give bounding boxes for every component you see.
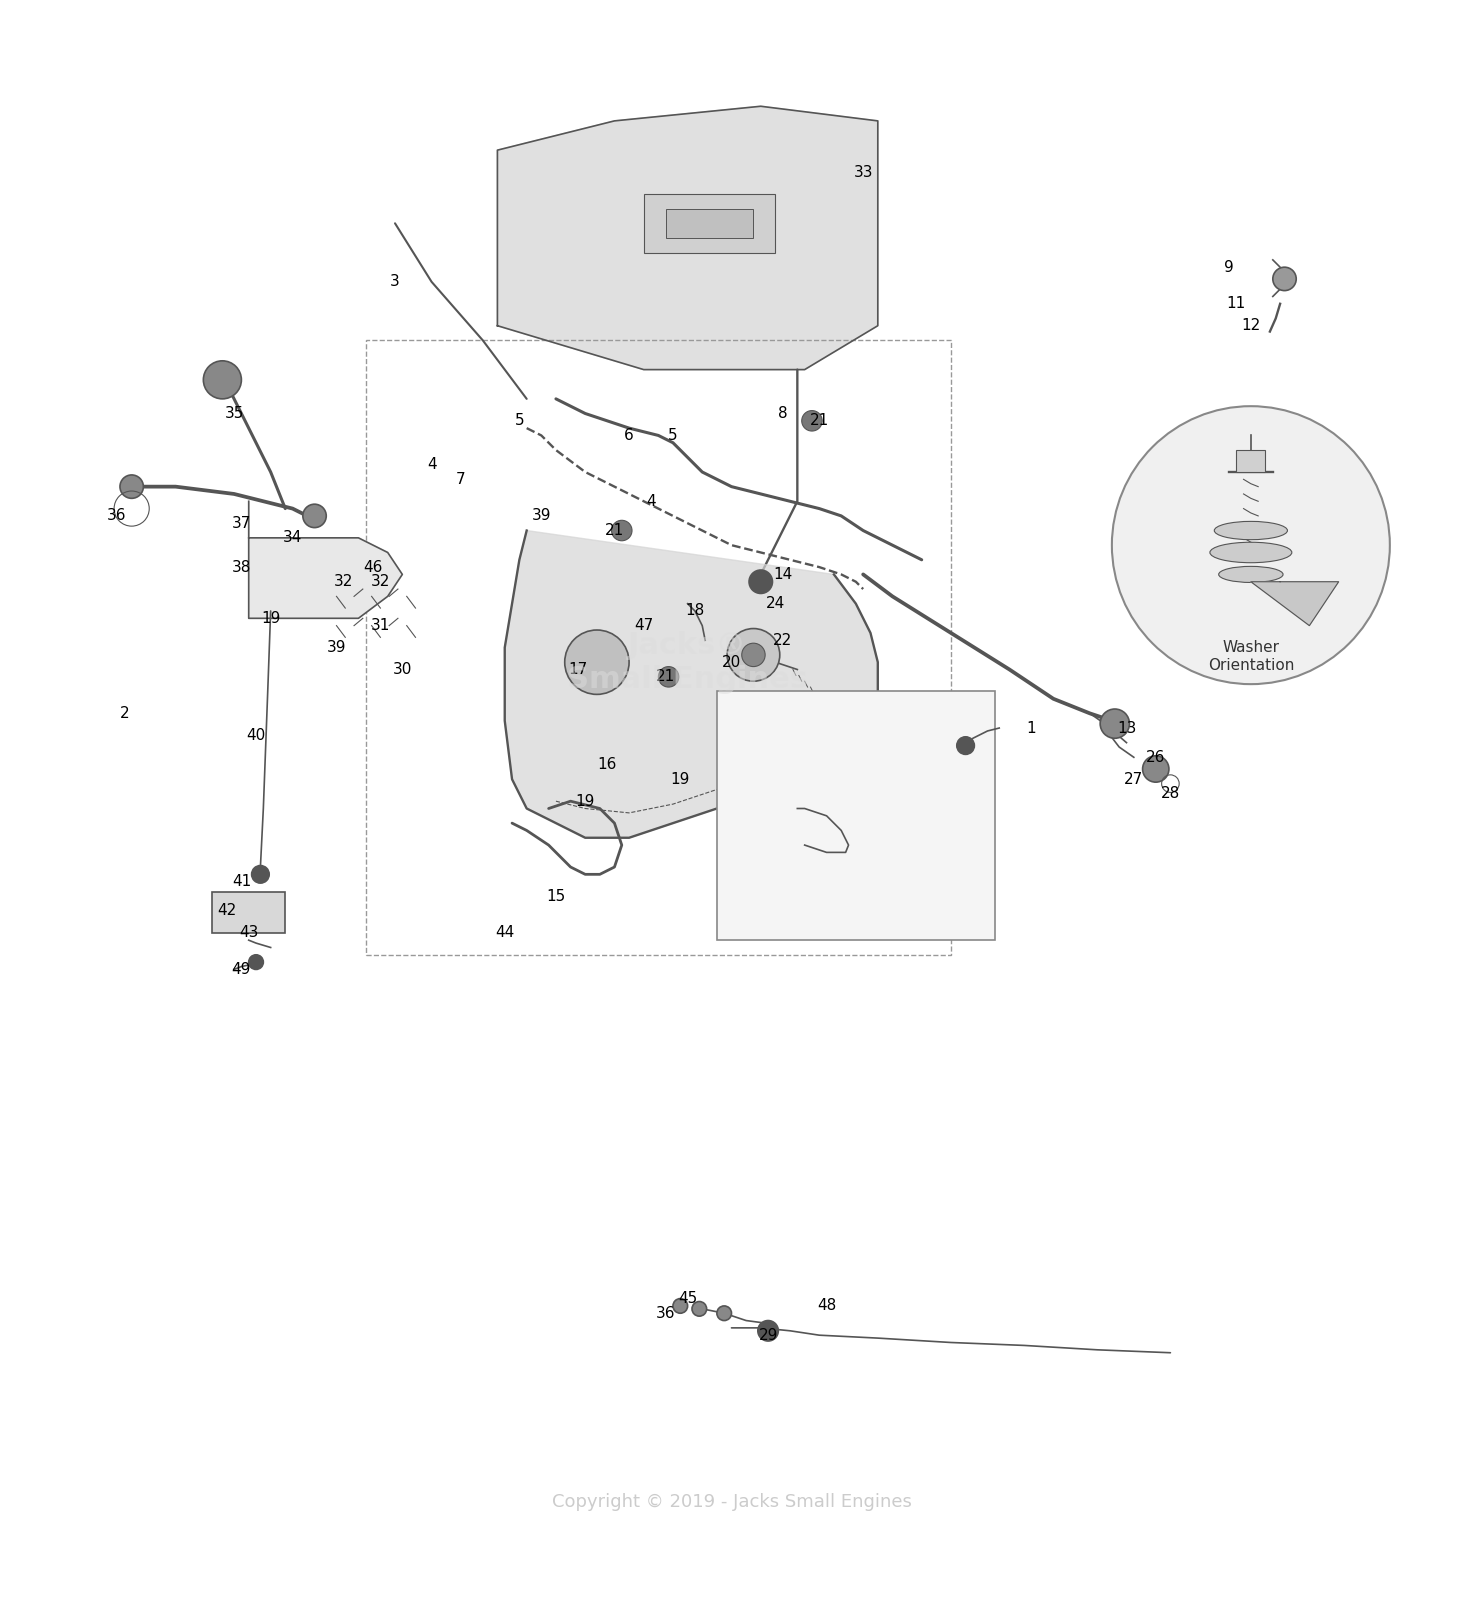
Text: 39: 39: [531, 508, 552, 524]
Bar: [366, 340, 951, 954]
Circle shape: [252, 865, 269, 883]
FancyBboxPatch shape: [212, 893, 285, 933]
Circle shape: [749, 571, 772, 593]
Text: 21: 21: [809, 414, 830, 429]
Text: 8: 8: [778, 406, 787, 420]
Polygon shape: [249, 501, 402, 618]
Circle shape: [717, 1307, 732, 1321]
Text: 1: 1: [1027, 721, 1036, 736]
Text: 5: 5: [669, 429, 677, 443]
Text: 36: 36: [107, 508, 127, 524]
Text: 3: 3: [391, 275, 399, 289]
Circle shape: [1273, 267, 1296, 291]
Polygon shape: [497, 107, 878, 370]
Circle shape: [203, 361, 241, 399]
Text: 14: 14: [772, 568, 793, 582]
Text: 23: 23: [816, 692, 837, 707]
Text: 16: 16: [597, 757, 617, 771]
Text: 30: 30: [392, 661, 413, 678]
Text: 19: 19: [575, 794, 595, 808]
Text: 13: 13: [1116, 721, 1137, 736]
Text: 24: 24: [1226, 472, 1246, 487]
Circle shape: [692, 1302, 707, 1316]
Circle shape: [303, 505, 326, 527]
FancyBboxPatch shape: [666, 209, 753, 238]
Text: 35: 35: [224, 406, 244, 420]
Circle shape: [727, 629, 780, 681]
Ellipse shape: [1214, 521, 1287, 540]
Text: 36: 36: [655, 1307, 676, 1321]
Text: 37: 37: [231, 516, 252, 530]
Text: 42: 42: [217, 904, 237, 918]
Circle shape: [565, 631, 629, 694]
Text: 33: 33: [853, 165, 873, 179]
Text: 5: 5: [515, 414, 524, 429]
Text: 11: 11: [1226, 296, 1246, 310]
Text: 19: 19: [670, 771, 691, 787]
Text: 6: 6: [625, 429, 633, 443]
Circle shape: [658, 666, 679, 687]
Circle shape: [673, 1298, 688, 1313]
Text: 47: 47: [633, 618, 654, 634]
Text: 15: 15: [868, 815, 888, 831]
Ellipse shape: [1219, 566, 1283, 582]
Text: 24: 24: [765, 597, 786, 611]
Circle shape: [1143, 755, 1169, 783]
Text: 19: 19: [260, 611, 281, 626]
Polygon shape: [1251, 582, 1339, 626]
Circle shape: [802, 411, 822, 432]
Text: 50: 50: [816, 896, 837, 910]
Text: 4: 4: [427, 458, 436, 472]
Text: 44: 44: [494, 925, 515, 941]
Text: 31: 31: [370, 618, 391, 634]
Text: 41: 41: [231, 875, 252, 889]
Text: 15: 15: [546, 889, 566, 904]
Text: 21: 21: [604, 522, 625, 538]
Text: 45: 45: [677, 1290, 698, 1307]
Text: 29: 29: [758, 1328, 778, 1342]
Circle shape: [249, 954, 263, 970]
FancyBboxPatch shape: [1236, 450, 1265, 472]
Circle shape: [1112, 406, 1390, 684]
Text: 18: 18: [685, 603, 705, 618]
Text: 26: 26: [1146, 750, 1166, 765]
Text: Jacks®
Small Engines: Jacks® Small Engines: [568, 631, 808, 694]
Text: 48: 48: [816, 1298, 837, 1313]
FancyBboxPatch shape: [644, 194, 775, 252]
Circle shape: [1100, 708, 1129, 739]
Text: 32: 32: [334, 574, 354, 589]
Text: 28: 28: [1160, 786, 1181, 802]
Text: 4: 4: [647, 493, 655, 509]
Text: 21: 21: [655, 669, 676, 684]
Bar: [717, 692, 995, 939]
Text: 27: 27: [1124, 771, 1144, 787]
Ellipse shape: [1210, 542, 1292, 563]
Polygon shape: [505, 530, 878, 838]
Circle shape: [742, 644, 765, 666]
Text: 9: 9: [1225, 260, 1233, 275]
Text: 38: 38: [231, 559, 252, 574]
Text: 49: 49: [231, 962, 252, 977]
Text: 43: 43: [238, 925, 259, 941]
Text: 46: 46: [363, 559, 383, 574]
Text: 2: 2: [120, 707, 129, 721]
Text: 20: 20: [721, 655, 742, 669]
Text: 22: 22: [772, 632, 793, 648]
Text: 32: 32: [370, 574, 391, 589]
Text: Washer
Orientation: Washer Orientation: [1207, 640, 1295, 673]
Text: 12: 12: [1241, 319, 1261, 333]
Text: 17: 17: [568, 661, 588, 678]
Text: 22: 22: [1233, 553, 1254, 568]
Text: 25: 25: [853, 794, 873, 808]
Circle shape: [758, 1321, 778, 1340]
Circle shape: [957, 737, 974, 755]
Text: Copyright © 2019 - Jacks Small Engines: Copyright © 2019 - Jacks Small Engines: [552, 1492, 911, 1510]
Text: 7: 7: [456, 472, 465, 487]
Circle shape: [612, 521, 632, 540]
Circle shape: [120, 475, 143, 498]
Text: 39: 39: [326, 640, 347, 655]
Text: 34: 34: [282, 530, 303, 545]
Text: 40: 40: [246, 728, 266, 742]
